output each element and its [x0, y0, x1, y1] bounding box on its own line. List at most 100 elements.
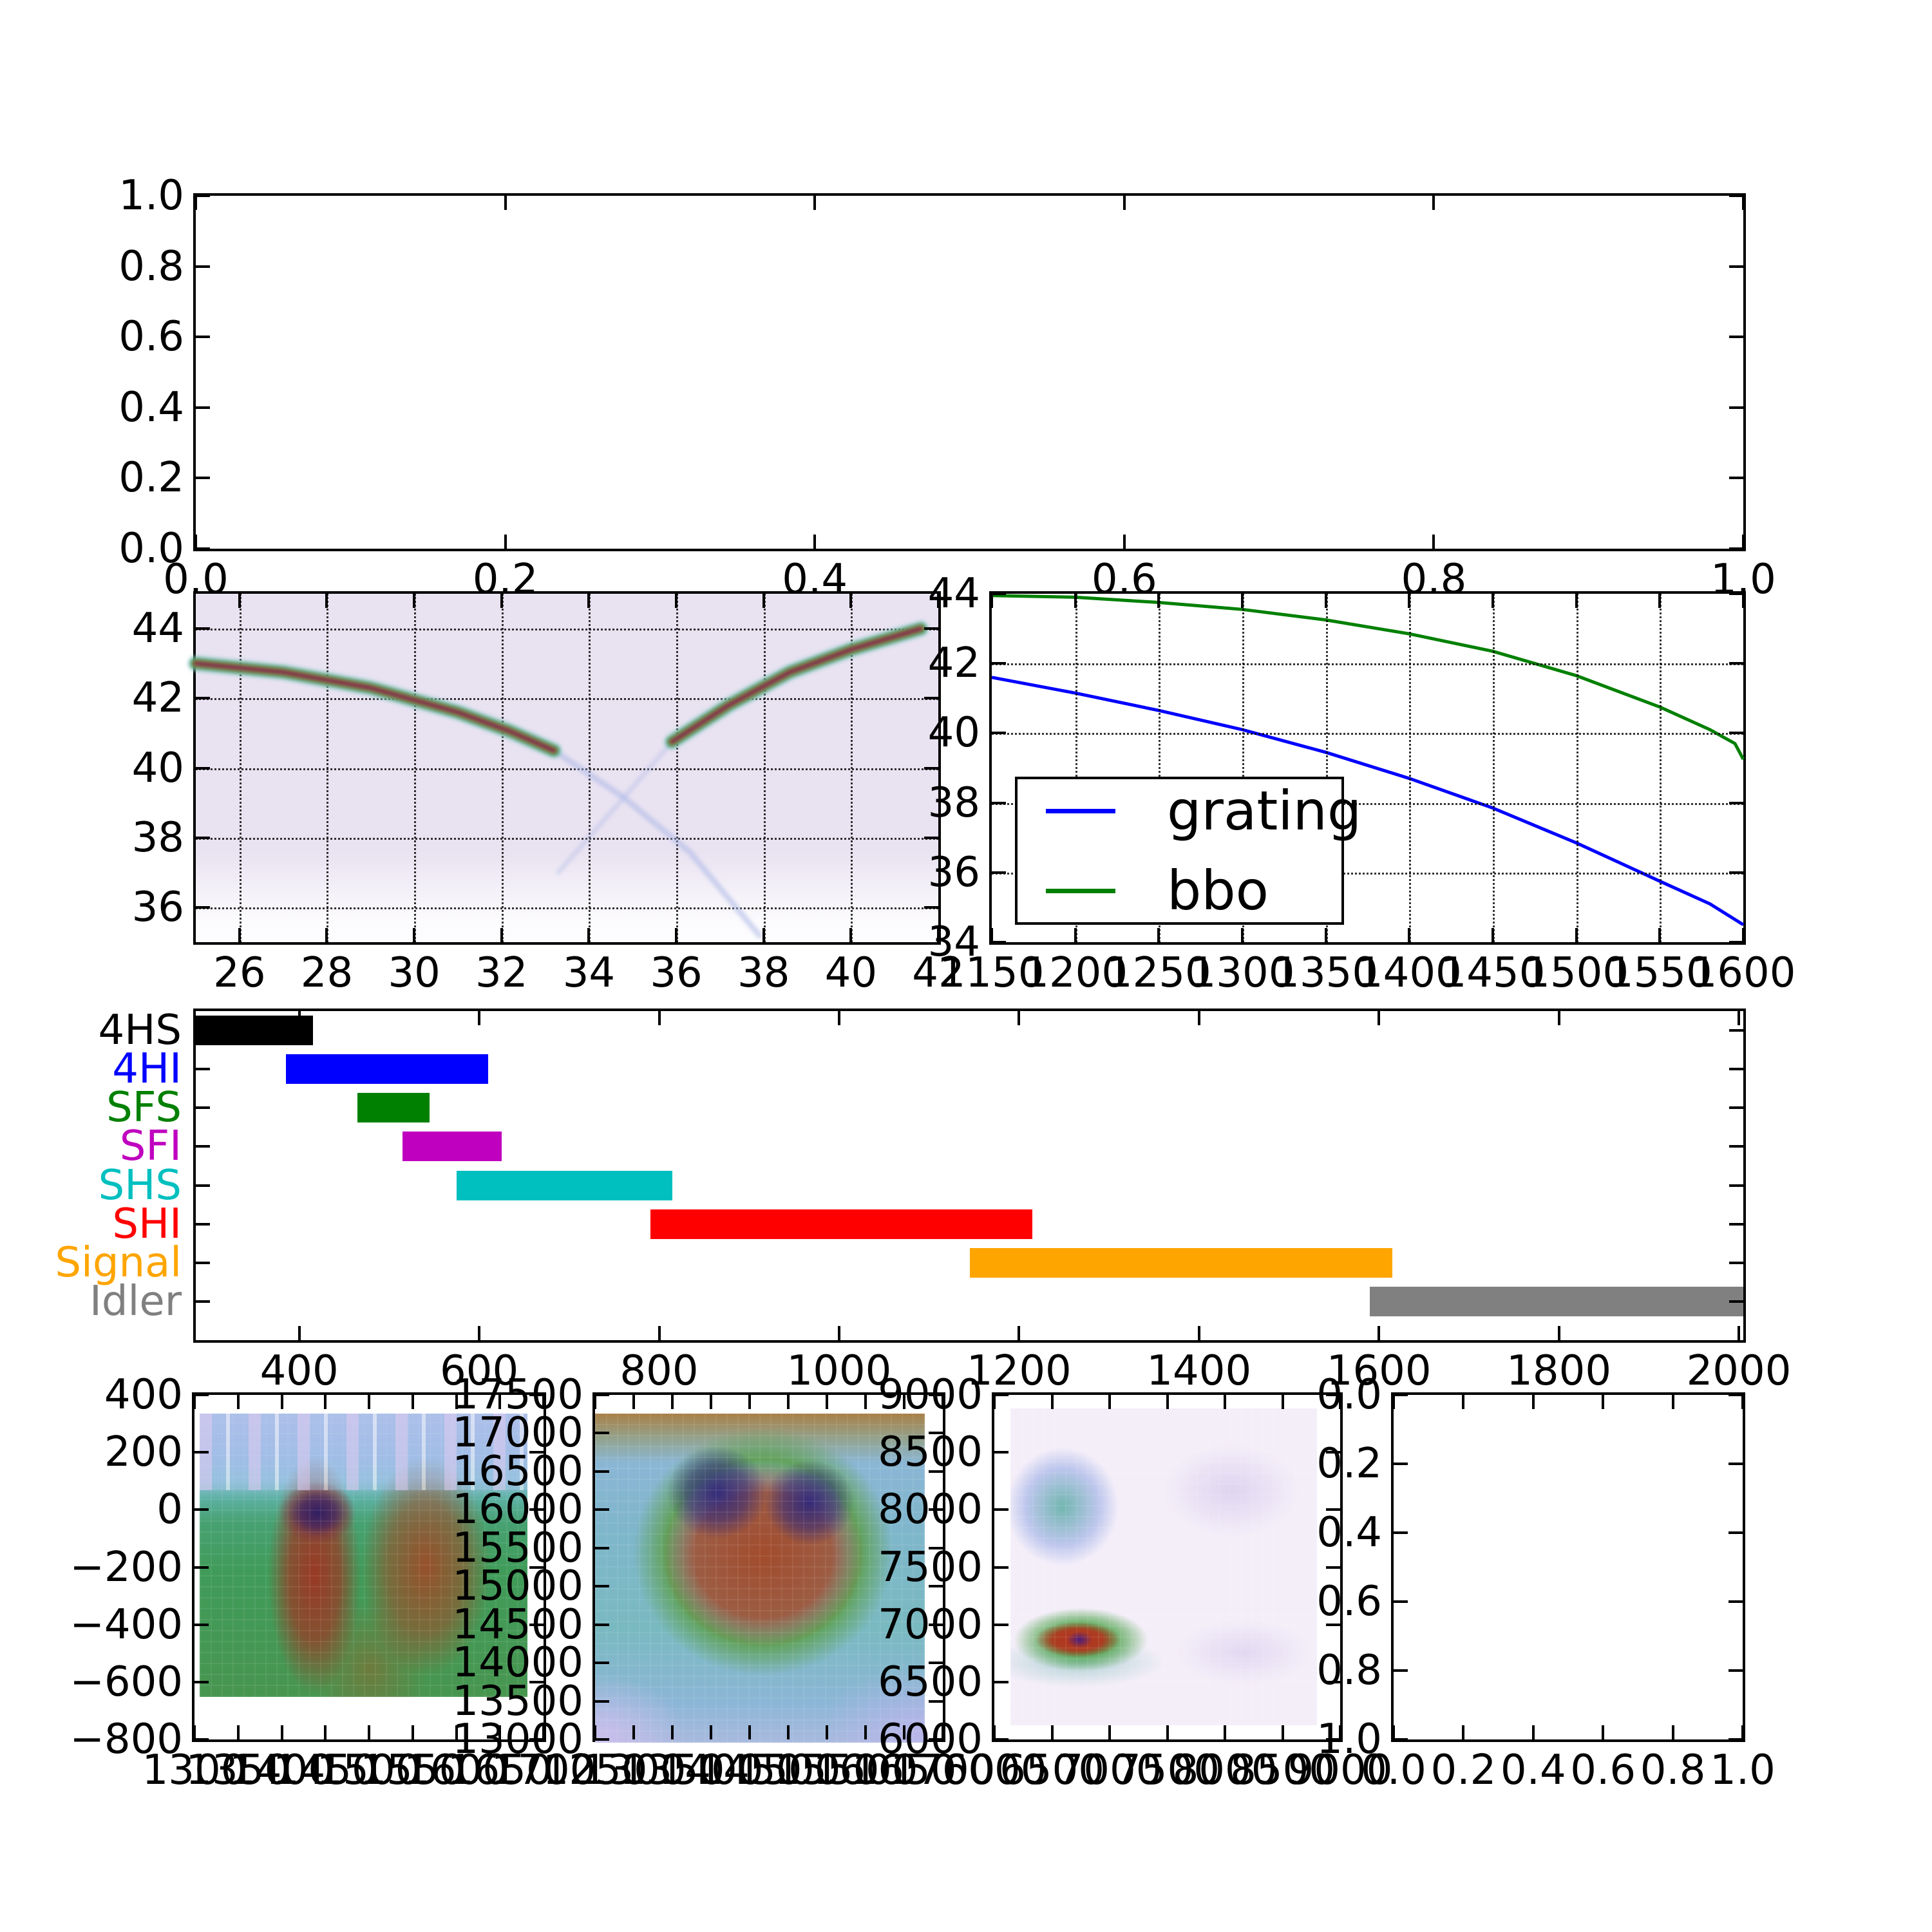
- y-tick-mark: [194, 1508, 209, 1511]
- axes-phase-matching-heatmap: 26 28 30 32 34 36 38 40 42 36 38 40 42 44: [132, 591, 965, 994]
- band-bar-4hi: [285, 1054, 489, 1084]
- x-tick-mark: [937, 594, 940, 608]
- x-tick-mark: [238, 928, 241, 942]
- category-label-sfs: SFS: [106, 1084, 182, 1132]
- x-tick-mark: [1378, 1326, 1381, 1340]
- category-tick-mark: [196, 1261, 210, 1264]
- x-tick-label: 1650: [851, 1747, 957, 1794]
- y-tick-mark: [929, 1432, 943, 1435]
- x-tick-label: 1400: [1146, 1347, 1252, 1395]
- y-tick-mark: [1394, 1738, 1408, 1741]
- y-tick-mark: [1728, 1600, 1743, 1603]
- category-tick-mark: [1729, 1106, 1743, 1110]
- x-tick-label: 1500: [735, 1747, 841, 1794]
- x-tick-mark: [1378, 1011, 1381, 1025]
- x-tick-mark: [675, 928, 678, 942]
- x-tick-mark: [1432, 196, 1435, 210]
- legend-line-bbo: [1046, 888, 1115, 893]
- x-tick-mark: [194, 196, 197, 210]
- y-tick-mark: [529, 1451, 544, 1454]
- y-tick-mark: [1326, 1451, 1340, 1454]
- y-tick-mark: [595, 1662, 609, 1665]
- grid-line-horizontal: [196, 837, 938, 840]
- y-tick-mark: [1729, 801, 1743, 804]
- y-tick-label: 0.2: [118, 454, 184, 502]
- x-tick-mark: [1108, 1725, 1111, 1739]
- x-tick-mark: [594, 1725, 596, 1739]
- y-tick-mark: [992, 941, 1006, 943]
- x-tick-mark: [942, 1395, 944, 1409]
- x-tick-mark: [587, 594, 591, 608]
- y-tick-mark: [1728, 1531, 1743, 1534]
- x-tick-mark: [813, 196, 817, 210]
- x-tick-label: 1350: [1273, 949, 1379, 997]
- y-tick-mark: [994, 1394, 1009, 1396]
- y-tick-label: 1.0: [118, 172, 184, 220]
- y-tick-mark: [929, 1394, 943, 1396]
- y-tick-mark: [929, 1623, 943, 1626]
- legend-line-grating: [1046, 808, 1115, 813]
- x-tick-label: 1250: [542, 1747, 648, 1794]
- x-tick-mark: [1339, 1725, 1341, 1739]
- y-tick-mark: [929, 1546, 943, 1549]
- y-tick-mark: [1728, 1738, 1743, 1741]
- x-tick-mark: [500, 594, 503, 608]
- heatmap-3-image: [1010, 1408, 1317, 1725]
- y-tick-mark: [929, 1662, 943, 1665]
- legend-box: grating bbo: [1015, 777, 1361, 925]
- x-tick-mark: [1224, 1395, 1226, 1409]
- band-bar-sfi: [402, 1132, 502, 1162]
- x-tick-mark: [1339, 1395, 1341, 1409]
- y-tick-label: 0: [156, 1486, 183, 1534]
- x-tick-mark: [1462, 1725, 1465, 1739]
- x-tick-mark: [937, 928, 940, 942]
- grid-line-vertical: [1159, 594, 1161, 942]
- x-tick-mark: [1741, 1725, 1744, 1739]
- grid-line-vertical: [1325, 594, 1328, 942]
- x-tick-label: 1400: [229, 1747, 334, 1794]
- x-tick-label: 36: [650, 949, 703, 997]
- x-tick-mark: [504, 196, 507, 210]
- y-tick-mark: [929, 1470, 943, 1473]
- y-tick-label: −200: [70, 1543, 183, 1591]
- y-tick-label: 40: [927, 709, 980, 757]
- x-tick-mark: [1738, 1326, 1740, 1340]
- x-tick-mark: [671, 1725, 674, 1739]
- x-tick-mark: [1742, 535, 1745, 549]
- category-label-shi: SHI: [112, 1200, 182, 1248]
- x-tick-label: 0.4: [1500, 1747, 1566, 1794]
- y-tick-mark: [1728, 1669, 1743, 1672]
- x-tick-label: 1400: [658, 1747, 764, 1794]
- y-tick-label: 42: [927, 639, 980, 688]
- band-bar-idler: [1370, 1286, 1743, 1316]
- y-tick-label: 15000: [452, 1562, 583, 1611]
- x-tick-label: 38: [737, 949, 790, 997]
- y-tick-mark: [994, 1566, 1009, 1569]
- band-bar-shi: [650, 1209, 1033, 1239]
- heatmap-1-image: [200, 1414, 527, 1697]
- y-tick-mark: [194, 1566, 209, 1569]
- x-tick-label: 2000: [1686, 1347, 1792, 1395]
- y-tick-mark: [194, 1623, 209, 1626]
- x-tick-mark: [710, 1395, 712, 1409]
- x-tick-mark: [1408, 928, 1411, 942]
- x-tick-mark: [1408, 594, 1411, 608]
- y-tick-mark: [992, 592, 1006, 595]
- category-tick-mark: [1729, 1222, 1743, 1226]
- y-tick-label: 0.6: [118, 313, 184, 361]
- x-tick-label: 1550: [774, 1747, 880, 1794]
- x-tick-mark: [826, 1395, 828, 1409]
- phase-matching-curves: [187, 620, 929, 938]
- y-tick-label: 8500: [878, 1428, 983, 1477]
- x-tick-mark: [455, 1395, 458, 1409]
- x-tick-mark: [325, 928, 328, 942]
- x-tick-mark: [1018, 1011, 1021, 1025]
- x-tick-mark: [1122, 196, 1126, 210]
- x-tick-mark: [542, 1395, 545, 1409]
- y-tick-label: −800: [70, 1716, 183, 1763]
- x-tick-mark: [748, 1395, 751, 1409]
- x-tick-label: 1.0: [1710, 1747, 1776, 1794]
- x-tick-label: 0.2: [472, 556, 538, 603]
- x-tick-label: 6000: [942, 1747, 1047, 1794]
- category-tick-mark: [196, 1106, 210, 1110]
